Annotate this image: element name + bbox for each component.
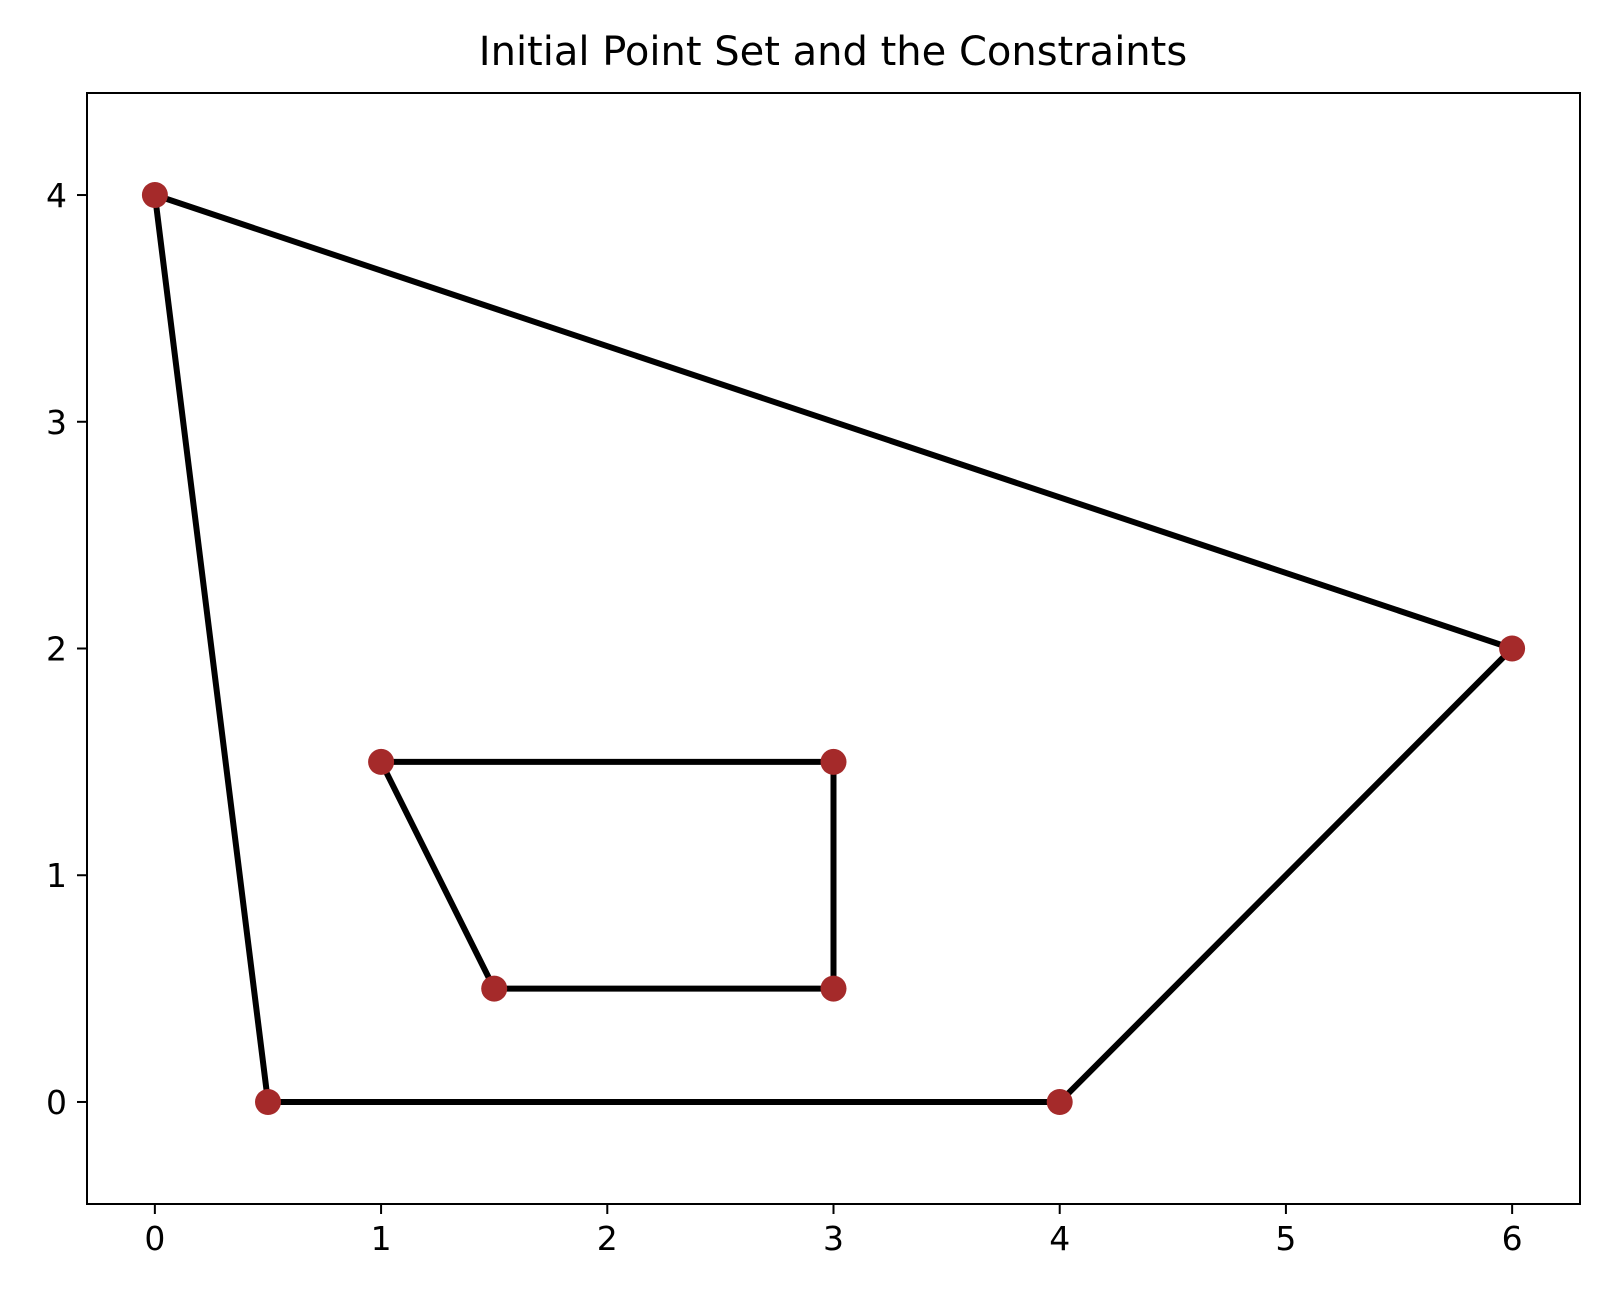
- data-point-8: [481, 975, 508, 1002]
- y-tick-label-1: 1: [46, 856, 67, 895]
- y-tick-label-0: 0: [46, 1083, 67, 1122]
- x-axis: 0 1 2 3 4 5 6: [144, 1204, 1523, 1258]
- plot-area: [141, 182, 1526, 1115]
- x-tick-label-2: 2: [597, 1219, 618, 1258]
- data-point-6: [820, 748, 847, 775]
- data-point-5: [368, 748, 395, 775]
- y-tick-label-3: 3: [46, 403, 67, 442]
- data-point-1: [141, 182, 168, 208]
- y-tick-label-4: 4: [46, 176, 67, 215]
- x-tick-label-1: 1: [371, 1219, 392, 1258]
- data-point-7: [820, 975, 847, 1002]
- x-tick-label-5: 5: [1275, 1219, 1296, 1258]
- data-point-4: [255, 1089, 281, 1115]
- x-tick-label-3: 3: [823, 1219, 844, 1258]
- constraint-polygon-2: [378, 758, 837, 992]
- y-axis: 0 1 2 3 4: [46, 176, 87, 1122]
- data-point-3: [1046, 1089, 1073, 1115]
- chart-title: Initial Point Set and the Constraints: [479, 29, 1187, 75]
- axes-frame: [86, 92, 1581, 1205]
- y-tick-label-2: 2: [46, 630, 67, 669]
- x-tick-label-6: 6: [1502, 1219, 1523, 1258]
- x-tick-label-0: 0: [144, 1219, 165, 1258]
- x-tick-label-4: 4: [1049, 1219, 1070, 1258]
- data-point-2: [1499, 635, 1526, 662]
